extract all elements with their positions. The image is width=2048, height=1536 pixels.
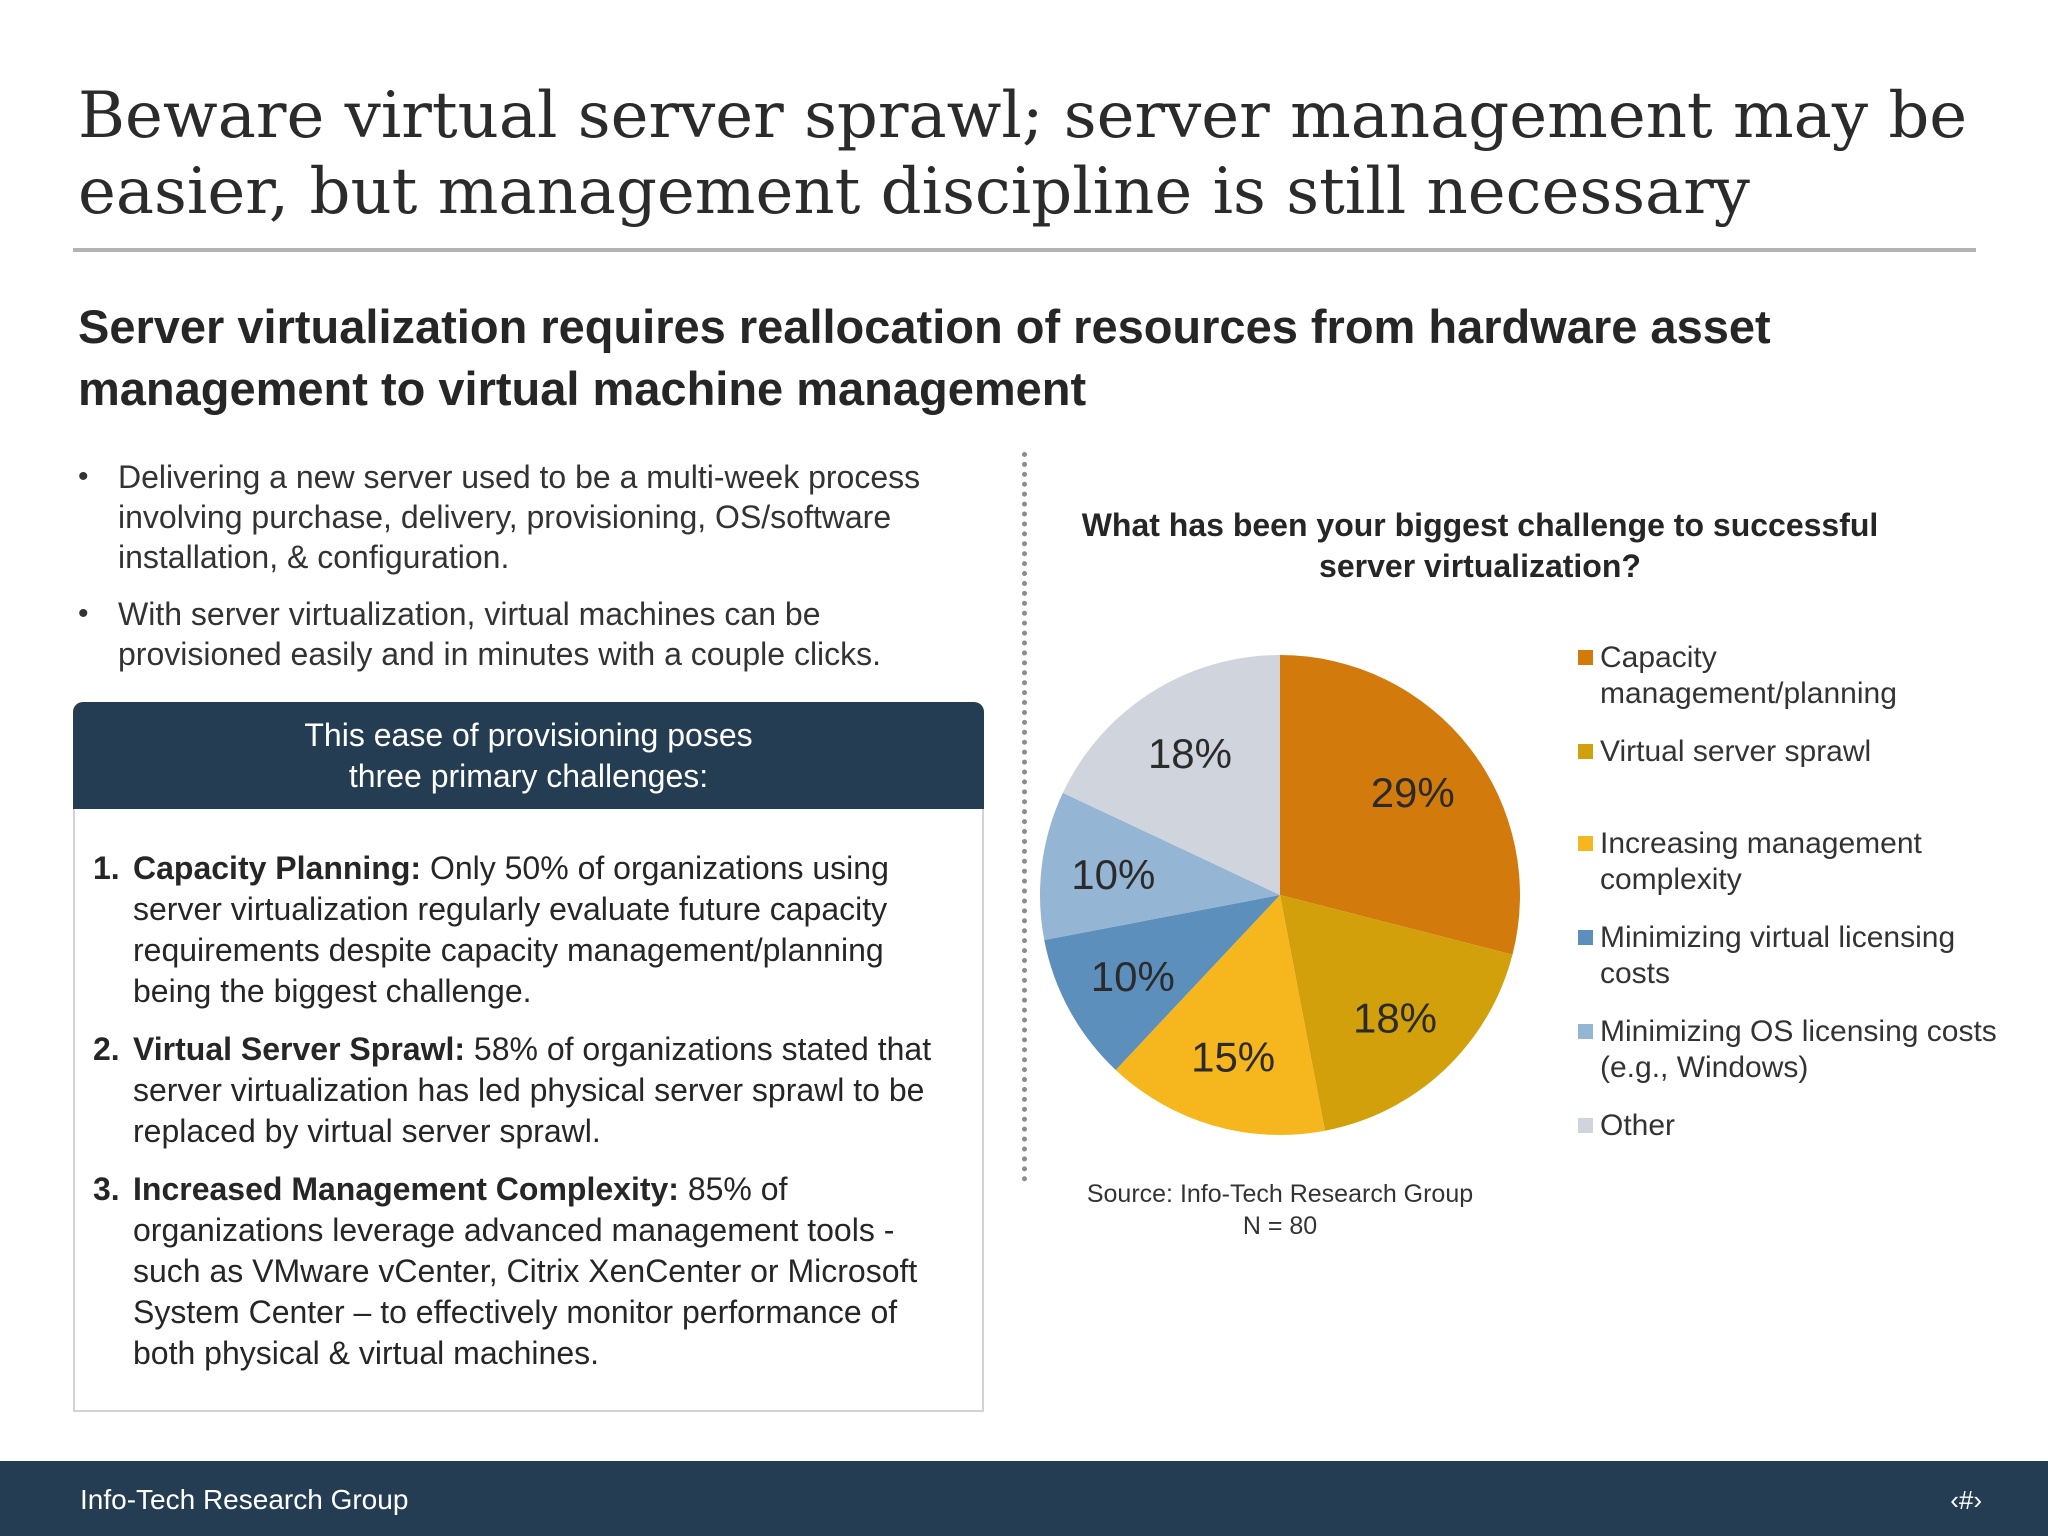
pie-slice-virtual-licensing [1044,895,1280,1070]
legend-label: Increasing management complexity [1600,827,1922,896]
callout-header: This ease of provisioning poses three pr… [73,702,984,809]
challenge-number: 1. [93,850,120,886]
challenge-lead: Capacity Planning: [133,850,422,886]
challenges-list: 1. Capacity Planning: Only 50% of organiz… [93,848,963,1391]
slide-subtitle: Server virtualization requires reallocat… [78,300,1771,415]
challenge-item: 1. Capacity Planning: Only 50% of organiz… [93,848,963,1012]
legend-item: Other [1578,1108,1998,1144]
pie-label-virtual-licensing: 10% [1091,953,1175,1000]
pie-label-capacity: 29% [1371,769,1455,816]
pie-label-other: 18% [1148,730,1232,777]
footer-bar [0,1461,2048,1536]
pie-slice-capacity [1280,655,1520,955]
legend-swatch [1578,1024,1593,1039]
legend-item: Increasing management complexity [1578,826,1998,898]
legend-label: Minimizing virtual licensing costs [1600,921,1956,990]
legend-label: Minimizing OS licensing costs (e.g., Win… [1600,1015,1997,1084]
challenge-text: Only 50% of organizations using server v… [133,850,889,1009]
legend-item: Minimizing OS licensing costs (e.g., Win… [1578,1014,1998,1086]
pie-chart: 29% 18% 15% 10% 10% 18% [1040,655,1520,1135]
challenge-number: 2. [93,1031,120,1067]
bullet-item: With server virtualization, virtual mach… [78,594,978,674]
chart-legend: Capacity management/planning Virtual ser… [1578,640,1998,1144]
legend-label: Other [1600,1109,1676,1142]
pie-slice-complexity [1115,895,1325,1135]
challenge-lead: Virtual Server Sprawl: [133,1031,465,1067]
pie-label-complexity: 15% [1191,1033,1275,1080]
pie-slice-os-licensing [1040,792,1280,940]
legend-swatch [1578,1118,1593,1133]
legend-item: Capacity management/planning [1578,640,1998,712]
sample-size: N = 80 [1242,1212,1318,1240]
callout-header-line: This ease of provisioning poses [304,716,753,753]
chart-source: Source: Info-Tech Research Group N = 80 [1050,1178,1510,1242]
challenge-text: 58% of organizations stated that server … [133,1031,932,1149]
legend-swatch [1578,744,1593,759]
legend-swatch [1578,650,1593,665]
pie-label-sprawl: 18% [1353,994,1437,1041]
legend-label: Capacity management/planning [1600,641,1897,710]
callout-header-line: three primary challenges: [348,757,709,794]
challenge-lead: Increased Management Complexity: [133,1171,679,1207]
footer-org: Info-Tech Research Group [80,1484,409,1515]
legend-swatch [1578,836,1593,851]
column-divider [1022,452,1027,1182]
pie-slice-other [1062,655,1280,895]
challenge-text: 85% of organizations leverage advanced m… [133,1171,918,1371]
pie-slice-sprawl [1280,895,1513,1131]
source-text: Source: Info-Tech Research Group [1086,1180,1474,1208]
challenges-callout-box [73,702,984,1412]
legend-label: Virtual server sprawl [1600,735,1872,768]
challenge-item: 3. Increased Management Complexity: 85% o… [93,1169,963,1374]
intro-bullets: Delivering a new server used to be a mul… [78,457,978,691]
chart-title: What has been your biggest challenge to … [1081,507,1879,584]
legend-swatch [1578,930,1593,945]
legend-item: Minimizing virtual licensing costs [1578,920,1998,992]
legend-item: Virtual server sprawl [1578,734,1998,770]
challenge-item: 2. Virtual Server Sprawl: 58% of organiza… [93,1029,963,1152]
title-divider [73,248,1976,252]
challenge-number: 3. [93,1171,120,1207]
slide-title: Beware virtual server sprawl; server man… [78,79,1968,229]
bullet-item: Delivering a new server used to be a mul… [78,457,978,577]
pie-label-os-licensing: 10% [1071,851,1155,898]
page-number: ‹#› [1950,1485,1982,1515]
